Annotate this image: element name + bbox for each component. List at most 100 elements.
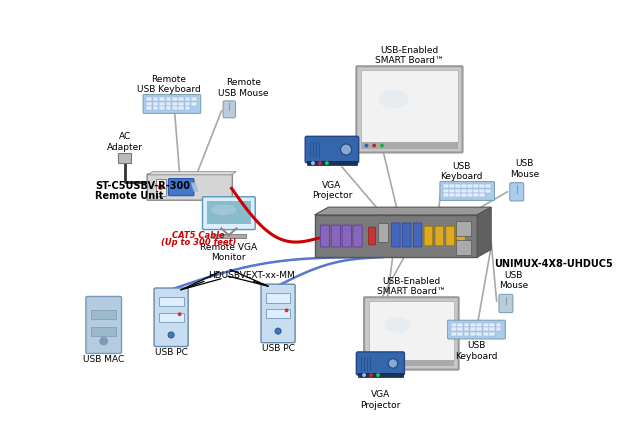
Bar bbox=[369, 301, 454, 360]
Text: USB MAC: USB MAC bbox=[83, 355, 124, 364]
Bar bbox=[159, 102, 165, 105]
FancyBboxPatch shape bbox=[143, 95, 201, 113]
Bar bbox=[307, 161, 357, 165]
Bar bbox=[455, 184, 461, 188]
Bar bbox=[172, 102, 177, 105]
Bar bbox=[185, 106, 191, 110]
Bar bbox=[476, 327, 482, 331]
Bar bbox=[496, 327, 501, 331]
Bar bbox=[473, 193, 479, 197]
Circle shape bbox=[376, 373, 380, 377]
Bar bbox=[449, 193, 454, 197]
Bar bbox=[159, 97, 165, 101]
FancyBboxPatch shape bbox=[342, 225, 351, 247]
Bar bbox=[461, 184, 466, 188]
Text: CAT5 Cable: CAT5 Cable bbox=[172, 230, 224, 240]
FancyBboxPatch shape bbox=[364, 297, 459, 369]
FancyBboxPatch shape bbox=[86, 296, 121, 354]
FancyBboxPatch shape bbox=[305, 136, 359, 163]
Bar bbox=[496, 323, 501, 327]
Circle shape bbox=[311, 161, 315, 165]
Bar bbox=[178, 97, 184, 101]
Bar bbox=[152, 97, 159, 101]
FancyBboxPatch shape bbox=[446, 226, 454, 246]
Circle shape bbox=[318, 161, 322, 165]
FancyBboxPatch shape bbox=[223, 101, 236, 118]
Bar bbox=[369, 360, 454, 366]
Bar bbox=[378, 223, 388, 242]
Polygon shape bbox=[478, 207, 491, 257]
Bar bbox=[159, 297, 184, 307]
FancyBboxPatch shape bbox=[392, 223, 400, 247]
Text: HDUSBVEXT-xx-MM: HDUSBVEXT-xx-MM bbox=[208, 271, 295, 280]
Bar bbox=[476, 323, 482, 327]
Text: AC
Adapter: AC Adapter bbox=[107, 132, 142, 152]
Bar bbox=[191, 97, 197, 101]
Text: USB-Enabled
SMART Board™: USB-Enabled SMART Board™ bbox=[377, 277, 446, 296]
FancyBboxPatch shape bbox=[402, 223, 411, 247]
Bar bbox=[489, 323, 495, 327]
Bar bbox=[479, 189, 484, 193]
Bar bbox=[166, 106, 171, 110]
Bar bbox=[146, 97, 152, 101]
FancyBboxPatch shape bbox=[457, 226, 465, 246]
Bar bbox=[464, 327, 469, 331]
Bar bbox=[152, 106, 159, 110]
Bar bbox=[172, 97, 177, 101]
Bar bbox=[443, 193, 449, 197]
FancyBboxPatch shape bbox=[356, 352, 404, 375]
Bar bbox=[207, 201, 251, 224]
Text: USB-Enabled
SMART Board™: USB-Enabled SMART Board™ bbox=[375, 46, 444, 66]
Bar bbox=[461, 189, 466, 193]
Bar bbox=[449, 189, 454, 193]
FancyBboxPatch shape bbox=[440, 182, 494, 200]
Circle shape bbox=[380, 361, 384, 365]
Text: UNIMUX-4X8-UHDUC5: UNIMUX-4X8-UHDUC5 bbox=[494, 259, 613, 269]
Bar bbox=[146, 102, 152, 105]
Polygon shape bbox=[148, 172, 236, 175]
Bar bbox=[146, 106, 152, 110]
Circle shape bbox=[275, 328, 281, 334]
Bar bbox=[361, 143, 458, 149]
Bar bbox=[467, 189, 472, 193]
Circle shape bbox=[168, 332, 174, 338]
Bar bbox=[451, 332, 457, 335]
Bar bbox=[159, 106, 165, 110]
Bar bbox=[361, 70, 458, 143]
Bar bbox=[464, 332, 469, 335]
Bar bbox=[489, 332, 495, 335]
Text: USB PC: USB PC bbox=[262, 344, 294, 353]
Circle shape bbox=[380, 144, 384, 148]
FancyBboxPatch shape bbox=[510, 183, 524, 201]
Bar bbox=[443, 189, 449, 193]
Bar bbox=[166, 102, 171, 105]
Circle shape bbox=[100, 337, 107, 345]
Bar bbox=[470, 332, 476, 335]
Text: Remote Unit: Remote Unit bbox=[95, 190, 164, 201]
Bar bbox=[91, 326, 116, 336]
Bar bbox=[479, 193, 484, 197]
Circle shape bbox=[364, 144, 368, 148]
Ellipse shape bbox=[379, 90, 408, 109]
FancyBboxPatch shape bbox=[321, 225, 329, 247]
FancyBboxPatch shape bbox=[168, 179, 194, 196]
Bar bbox=[118, 153, 131, 163]
Circle shape bbox=[388, 361, 392, 365]
Circle shape bbox=[388, 359, 398, 368]
Bar bbox=[156, 179, 166, 196]
Bar bbox=[178, 106, 184, 110]
FancyBboxPatch shape bbox=[424, 226, 432, 246]
Bar bbox=[451, 323, 457, 327]
Text: VGA
Projector: VGA Projector bbox=[312, 181, 352, 200]
Circle shape bbox=[284, 308, 289, 312]
FancyBboxPatch shape bbox=[261, 284, 295, 343]
Bar bbox=[449, 184, 454, 188]
Bar bbox=[458, 323, 463, 327]
Bar bbox=[456, 221, 471, 236]
Bar bbox=[467, 184, 472, 188]
Text: USB PC: USB PC bbox=[155, 348, 188, 357]
Bar bbox=[455, 189, 461, 193]
Bar bbox=[479, 184, 484, 188]
Text: Remote
USB Mouse: Remote USB Mouse bbox=[218, 78, 269, 98]
FancyBboxPatch shape bbox=[413, 223, 422, 247]
